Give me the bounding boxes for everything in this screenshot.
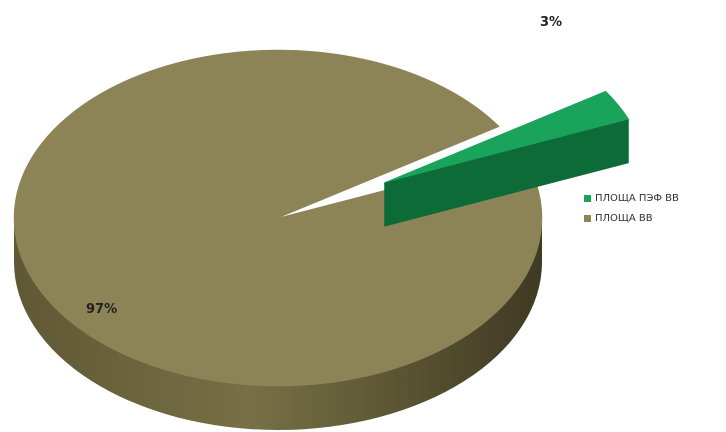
pie-slice-side-1 (14, 218, 542, 430)
legend: ПЛОЩА ПЭФ ВВ ПЛОЩА ВВ (584, 188, 679, 228)
legend-label-1: ПЛОЩА ВВ (595, 212, 653, 224)
data-label-0: 3% (540, 15, 562, 30)
pie-slice-0 (384, 90, 630, 183)
legend-swatch-1 (584, 214, 591, 222)
legend-item-ploshcha-pef-vv: ПЛОЩА ПЭФ ВВ (584, 188, 679, 208)
legend-label-0: ПЛОЩА ПЭФ ВВ (595, 192, 679, 204)
legend-swatch-0 (584, 194, 591, 202)
legend-item-ploshcha-vv: ПЛОЩА ВВ (584, 208, 679, 228)
pie-slice-1 (13, 49, 543, 387)
data-label-1: 97% (86, 302, 117, 317)
pie-slice-edge-0-1 (384, 119, 629, 227)
